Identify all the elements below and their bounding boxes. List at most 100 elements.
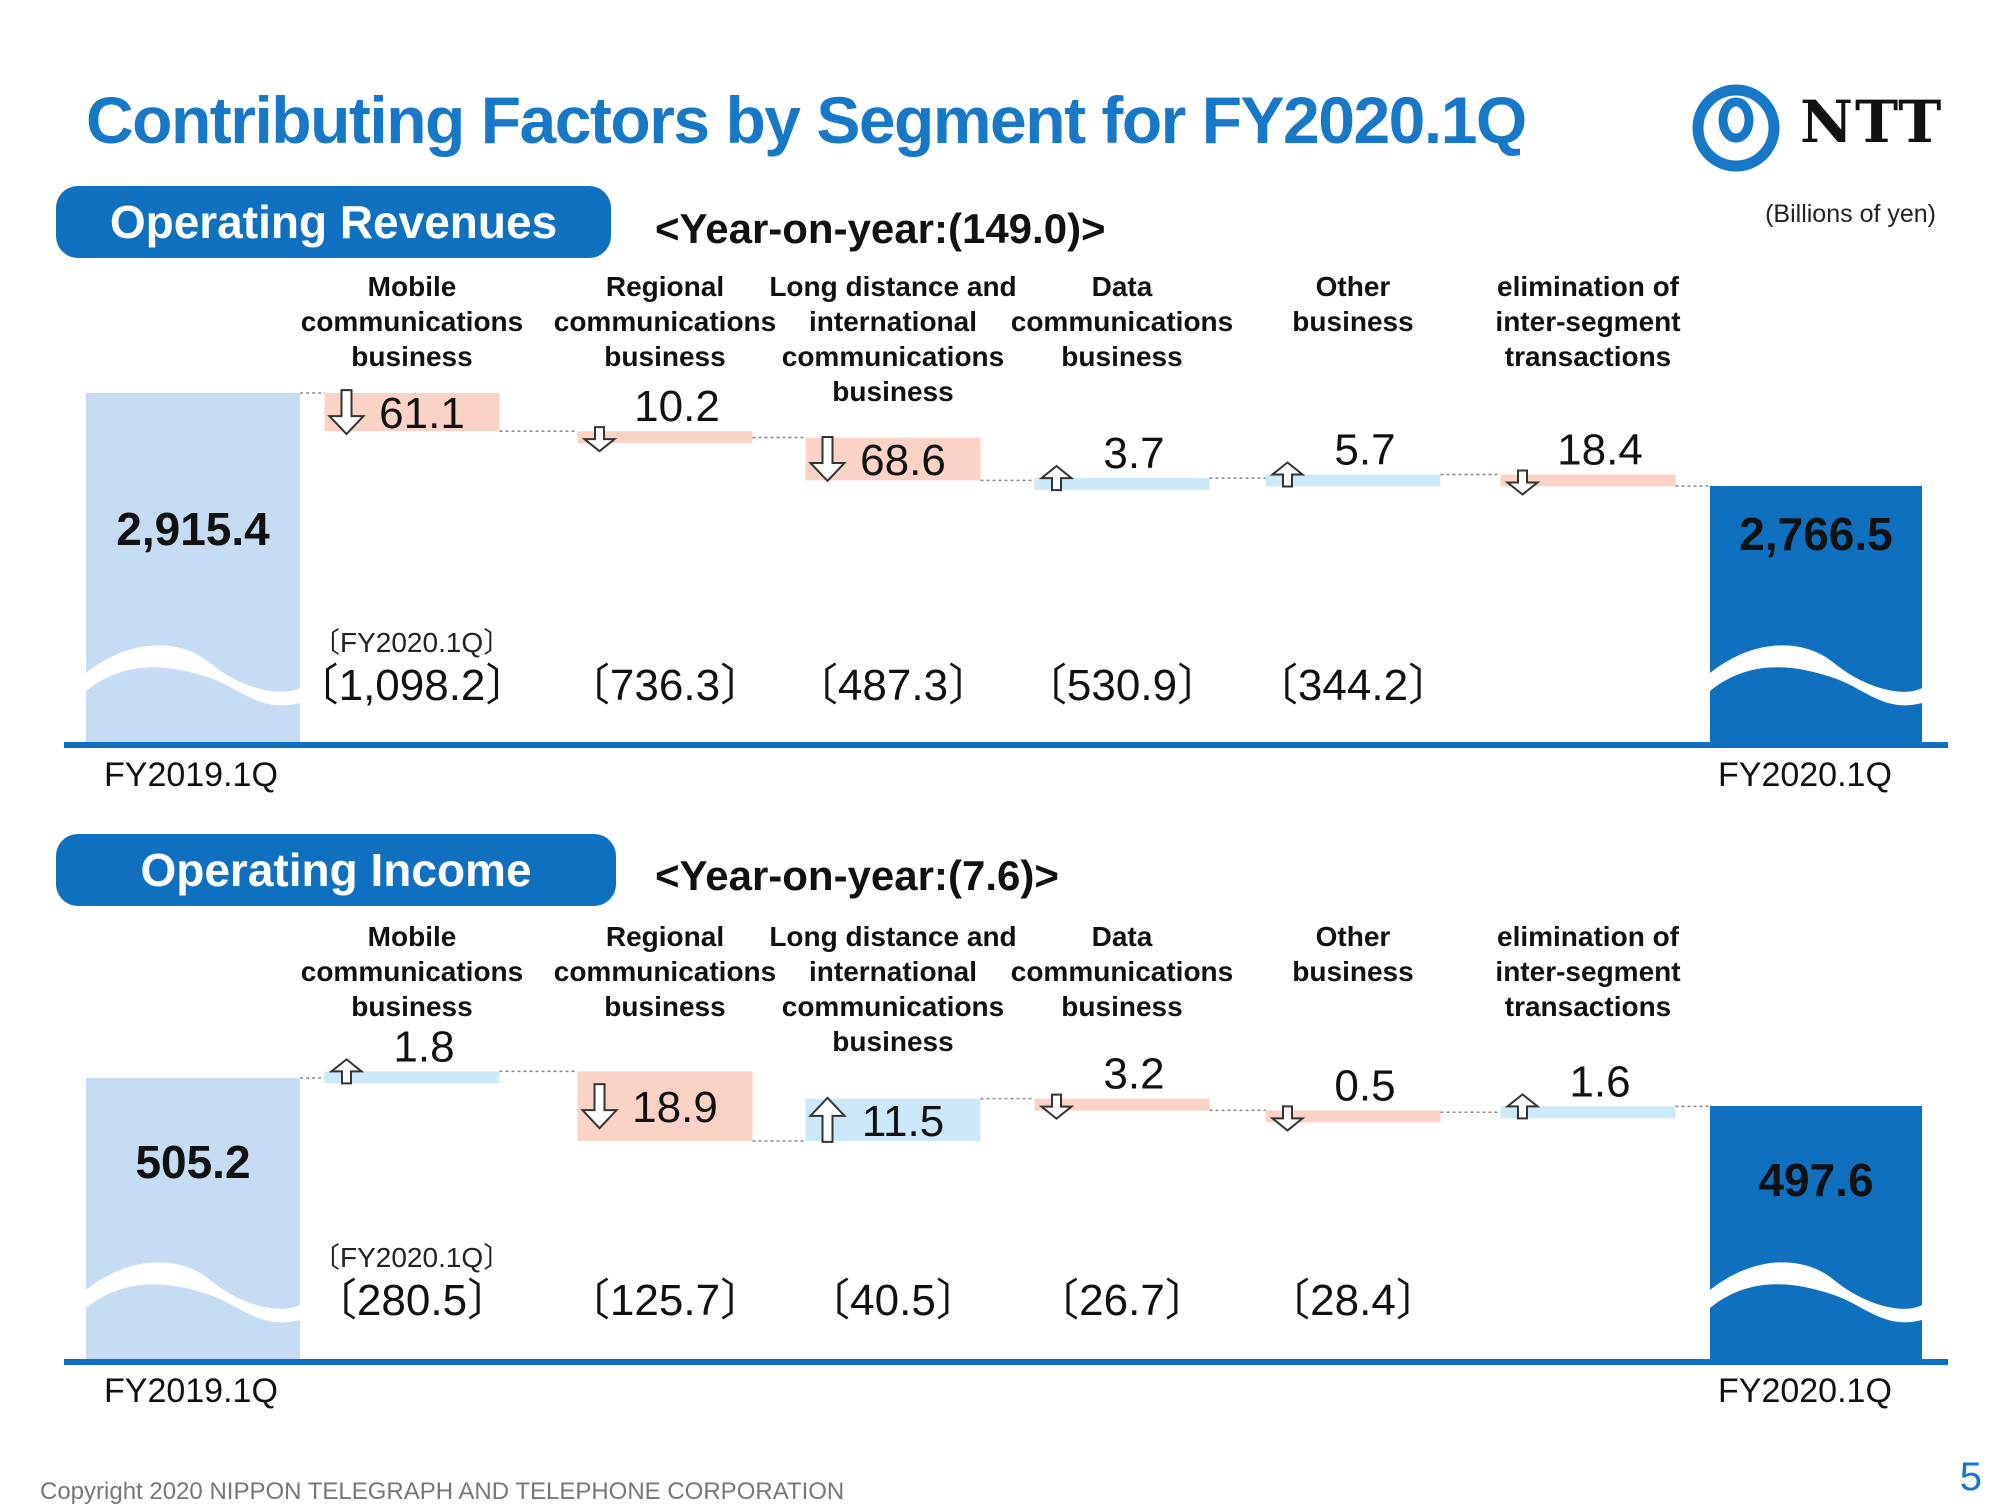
x-label-start: FY2019.1Q [104,1372,278,1410]
down-arrow-icon [808,435,847,483]
category-label: business [1061,991,1182,1022]
category-label: Long distance and [769,271,1016,302]
category-label: communications [1011,306,1233,337]
end-value: 497.6 [1758,1154,1873,1206]
start-value: 2,915.4 [116,503,270,555]
category-label: Data [1092,271,1153,302]
fy2020-value: 〔280.5〕 [313,1276,511,1325]
start-bar [86,393,300,743]
revenues-chart-svg: 2,915.4 2,766.5 FY2019.1Q FY2020.1Q 〔FY2020.… [64,271,1948,794]
change-value-label: 18.9 [632,1083,718,1132]
unit-label: (Billions of yen) [1765,200,1936,228]
change-value-label: 0.5 [1334,1061,1395,1110]
category-label: inter-segment [1495,306,1680,337]
change-bar [1500,1106,1676,1119]
end-bar [1710,1106,1922,1360]
category-label: business [604,991,725,1022]
category-label: Regional [606,271,724,302]
revenues-yoy: <Year-on-year:(149.0)> [655,205,1106,252]
fy2020-value: 〔40.5〕 [806,1276,980,1325]
category-label: elimination of [1497,921,1680,952]
down-arrow-icon [327,389,366,436]
category-label: international [809,306,977,337]
category-label: business [604,341,725,372]
end-value: 2,766.5 [1739,508,1892,560]
category-label: communications [301,306,523,337]
fy2020-label: 〔FY2020.1Q〕 [312,1242,511,1273]
change-value-label: 61.1 [379,389,465,438]
x-label-end: FY2020.1Q [1718,1372,1892,1410]
change-value-label: 3.2 [1103,1050,1164,1099]
category-label: Other [1316,921,1391,952]
up-arrow-icon [808,1096,847,1143]
change-bar [1265,474,1441,487]
category-label: Mobile [368,271,457,302]
category-label: communications [554,956,776,987]
change-value-label: 18.4 [1557,426,1643,475]
category-label: transactions [1505,991,1672,1022]
down-arrow-icon [1038,1093,1075,1120]
category-label: business [1061,341,1182,372]
change-bar [577,1071,753,1141]
end-bar-break [1710,1262,1922,1323]
fy2020-value: 〔1,098.2〕 [295,661,530,710]
x-label-end: FY2020.1Q [1718,756,1892,794]
revenues-section-label: Operating Revenues [56,186,611,258]
fy2020-value: 〔125.7〕 [566,1276,764,1325]
category-label: Data [1092,921,1153,952]
category-label: communications [1011,956,1233,987]
change-value-label: 5.7 [1334,426,1395,475]
category-label: communications [301,956,523,987]
copyright: Copyright 2020 NIPPON TELEGRAPH AND TELE… [40,1478,845,1505]
fy2020-value: 〔26.7〕 [1035,1276,1209,1325]
category-label: business [351,991,472,1022]
category-label: transactions [1505,341,1672,372]
down-arrow-icon [581,426,618,453]
category-label: business [1292,306,1413,337]
x-label-start: FY2019.1Q [104,756,278,794]
category-label: Mobile [368,921,457,952]
category-label: inter-segment [1495,956,1680,987]
income-section-label: Operating Income [56,834,616,906]
fy2020-value: 〔530.9〕 [1023,661,1221,710]
category-label: business [351,341,472,372]
category-label: business [1292,956,1413,987]
category-label: Regional [606,921,724,952]
up-arrow-icon [1038,464,1075,492]
change-value-label: 1.8 [393,1022,454,1071]
category-label: communications [782,341,1004,372]
change-value-label: 1.6 [1569,1057,1630,1106]
up-arrow-icon [328,1058,365,1085]
start-value: 505.2 [135,1136,250,1188]
down-arrow-icon [1504,469,1541,496]
change-bar [324,1071,500,1084]
fy2020-value: 〔487.3〕 [794,661,992,710]
category-label: business [832,376,953,407]
change-value-label: 10.2 [634,382,720,431]
start-bar-break [86,645,300,706]
income-yoy: <Year-on-year:(7.6)> [655,852,1059,899]
change-bar [1034,1098,1210,1111]
change-bar [1500,474,1676,487]
ntt-logo-mark [1692,84,1780,172]
page-number: 5 [1959,1455,1982,1499]
category-label: communications [782,991,1004,1022]
up-arrow-icon [1269,461,1306,488]
income-chart-svg: 505.2 497.6 FY2019.1Q FY2020.1Q 〔FY2020.1Q〕 1… [64,921,1948,1410]
change-bar [1265,1110,1441,1123]
change-value-label: 3.7 [1103,429,1164,478]
fy2020-label: 〔FY2020.1Q〕 [312,627,511,658]
change-value-label: 68.6 [860,436,946,485]
down-arrow-icon [1269,1105,1306,1132]
category-label: international [809,956,977,987]
change-bar [1034,478,1210,491]
category-label: business [832,1026,953,1057]
up-arrow-icon [1504,1093,1541,1120]
ntt-logo-text: NTT [1800,88,1944,156]
fy2020-value: 〔28.4〕 [1266,1276,1440,1325]
category-label: Other [1316,271,1391,302]
down-arrow-icon [580,1083,619,1130]
category-label: communications [554,306,776,337]
start-bar-break [86,1262,300,1323]
fy2020-value: 〔344.2〕 [1254,661,1452,710]
